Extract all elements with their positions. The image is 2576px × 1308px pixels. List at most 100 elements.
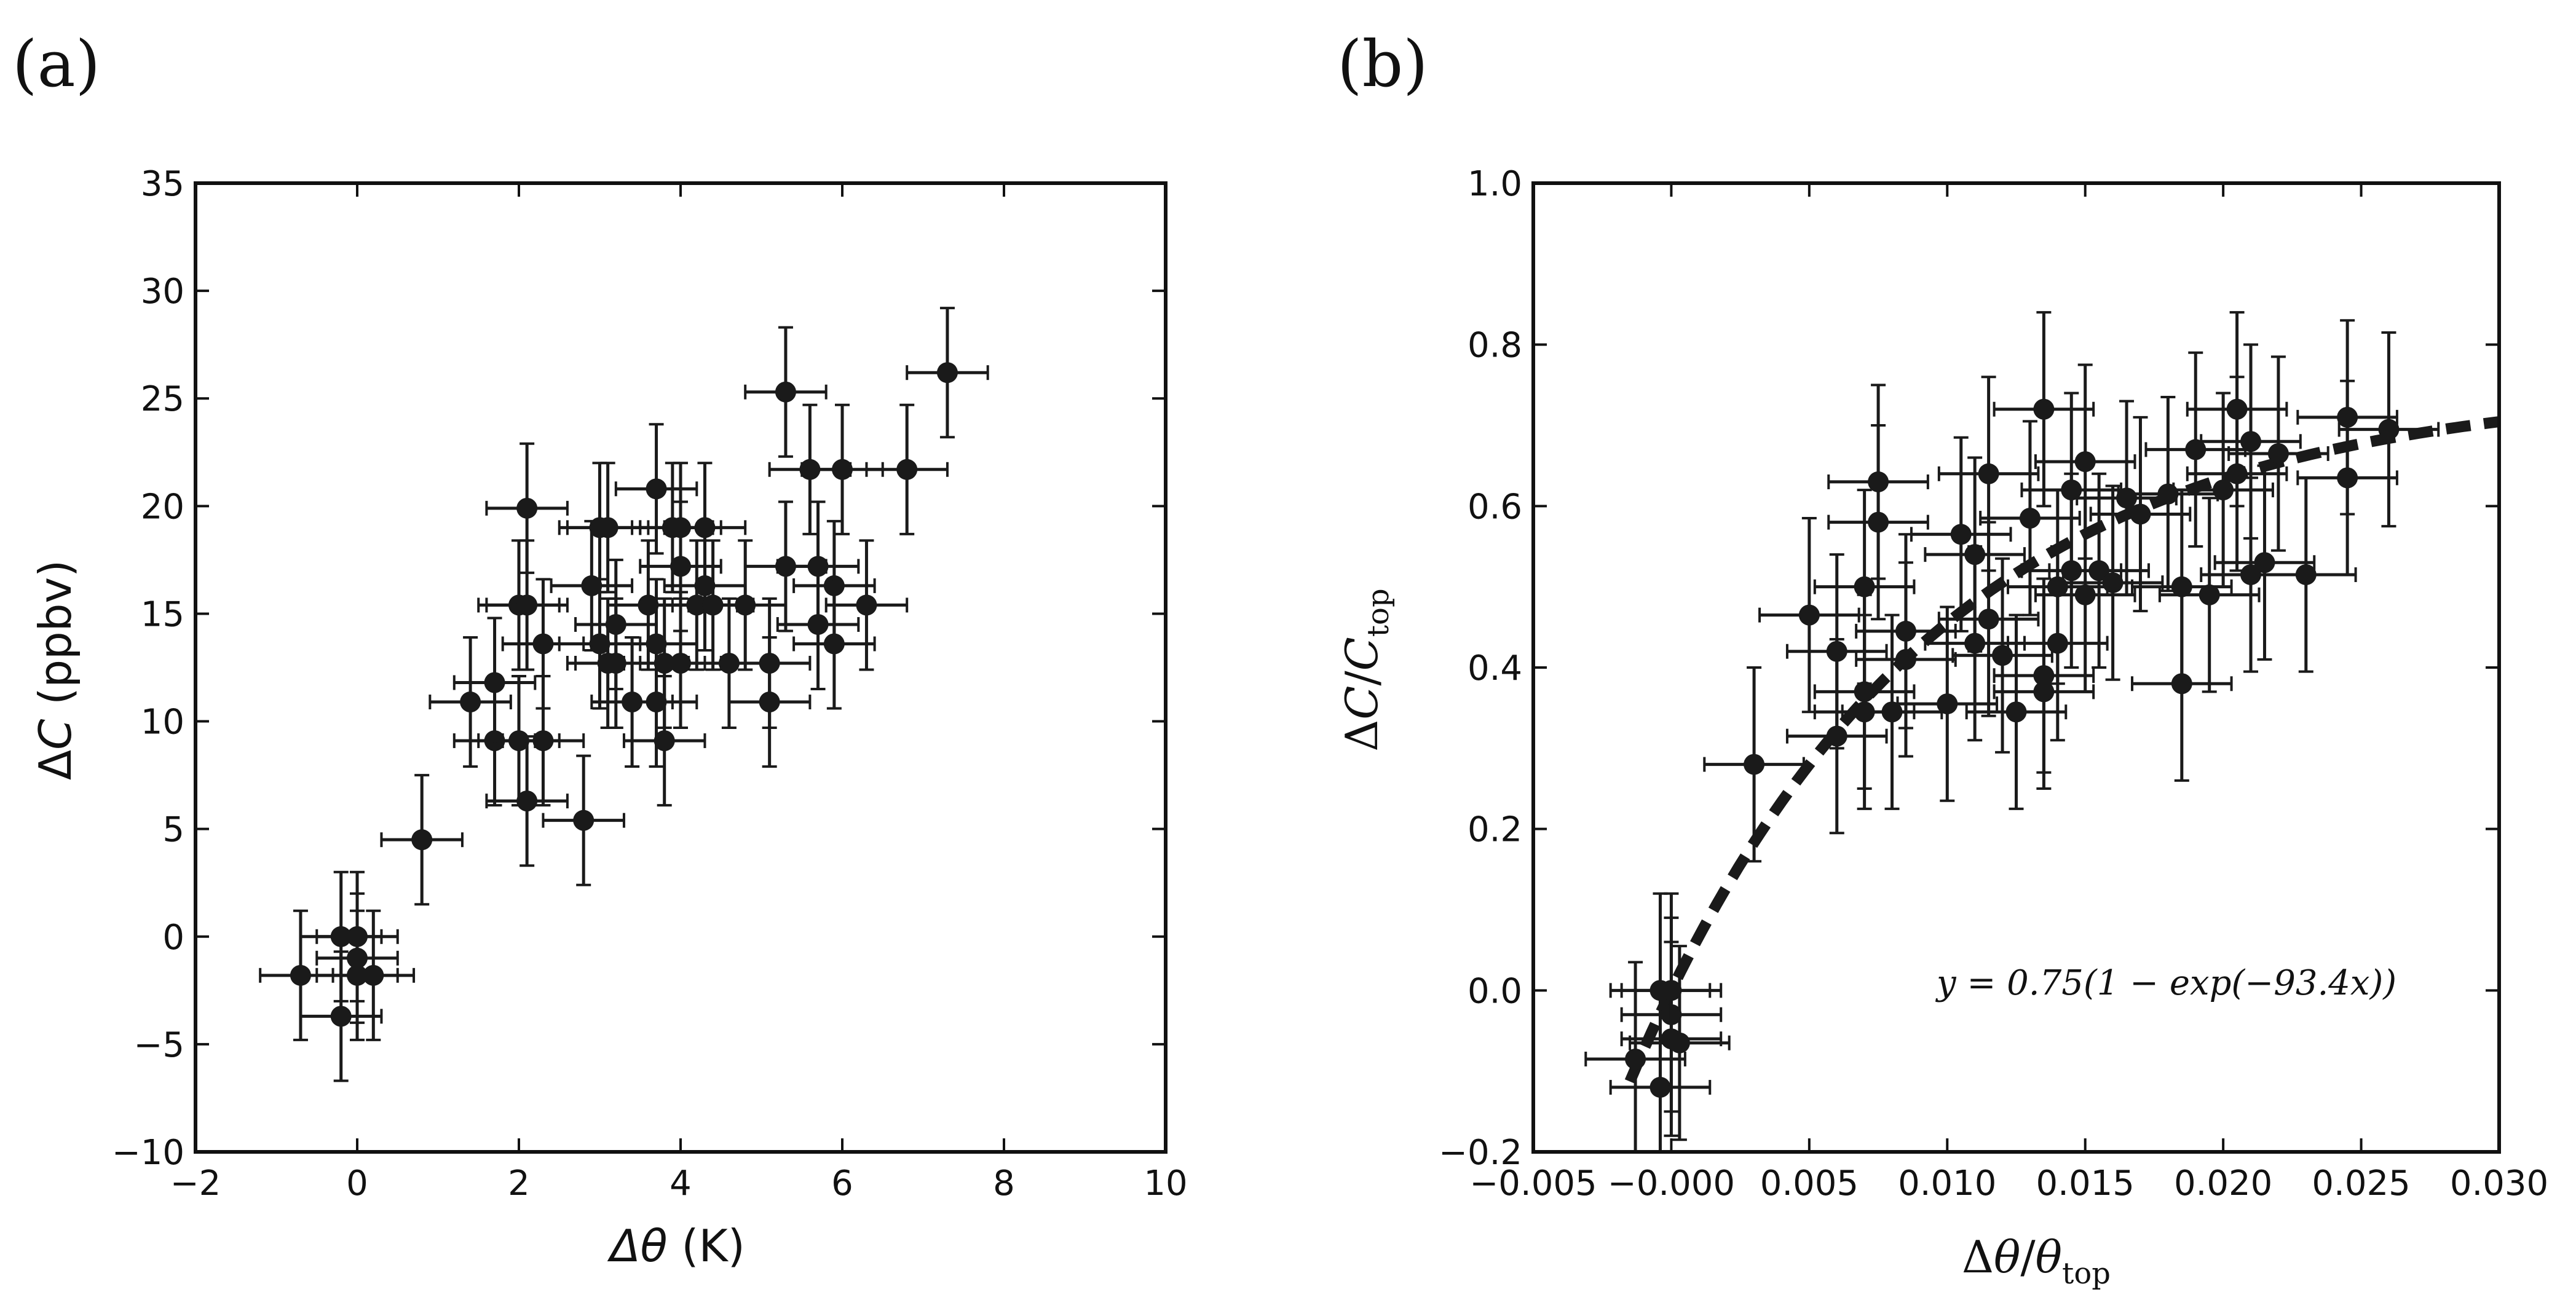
data-point (1584, 961, 1686, 1152)
scatter-marker (1661, 980, 1682, 1001)
panel-b-x-axis-label: Δθ/θtop (1962, 1231, 2111, 1291)
x-tick-label: 10 (1144, 1164, 1187, 1204)
data-point (550, 519, 634, 652)
panel-a-label: (a) (12, 26, 100, 101)
y-tick-label: −5 (133, 1025, 184, 1065)
data-point (2296, 319, 2398, 516)
data-point (1896, 605, 1999, 802)
data-point (792, 578, 876, 710)
y-tick-label: −10 (112, 1133, 184, 1173)
x-tick-label: 0.030 (2450, 1164, 2548, 1204)
scatter-marker (832, 459, 853, 480)
scatter-marker (1992, 645, 2013, 666)
scatter-marker (1950, 524, 1972, 545)
panel-b-label: (b) (1337, 26, 1428, 101)
scatter-marker (775, 381, 796, 403)
data-point (744, 326, 828, 458)
data-point (1620, 892, 1723, 1089)
data-point (776, 558, 860, 691)
data-point (1841, 613, 1943, 810)
data-point (501, 578, 585, 710)
y-tick-label: −0.2 (1439, 1133, 1522, 1173)
x-tick-label: 0.015 (2036, 1164, 2135, 1204)
scatter-marker (1744, 754, 1765, 775)
panel-a-y-axis-label: ΔC (ppbv) (30, 560, 81, 780)
y-tick-label: 0.8 (1468, 326, 1522, 366)
data-point (727, 597, 812, 730)
y-tick-label: 0 (162, 918, 184, 958)
scatter-marker (532, 730, 554, 752)
x-tick-label: 0 (346, 1164, 368, 1204)
scatter-marker (2088, 560, 2110, 581)
x-tick-label: 0.005 (1760, 1164, 1859, 1204)
data-point (2337, 331, 2440, 528)
data-layer (259, 307, 989, 1082)
scatter-marker (573, 810, 595, 831)
data-point (622, 675, 706, 807)
scatter-marker (646, 691, 667, 713)
fit-equation-label: y = 0.75(1 − exp(−93.4x)) (1935, 963, 2396, 1003)
scatter-marker (2074, 584, 2096, 605)
data-point (800, 403, 884, 535)
scatter-marker (2267, 443, 2289, 464)
data-point (2034, 363, 2136, 560)
x-tick-label: 6 (831, 1164, 853, 1204)
panel-b: (b) −0.005 −0.000 0.005 0.010 0.015 0.020 0.02… (1336, 26, 2548, 1291)
panel-b-y-axis-label: ΔC/Ctop (1336, 588, 1396, 751)
scatter-marker (363, 964, 384, 986)
data-point (2048, 472, 2150, 669)
scatter-marker (2033, 398, 2055, 420)
scatter-marker (2226, 463, 2248, 484)
x-tick-label: 4 (670, 1164, 692, 1204)
data-point (1993, 593, 2095, 790)
y-tick-label: 10 (141, 703, 184, 743)
data-point (614, 636, 698, 768)
data-point (331, 909, 416, 1041)
data-point (2158, 497, 2261, 693)
data-point (1910, 436, 2012, 632)
scatter-marker (1978, 463, 1999, 484)
scatter-marker (2074, 451, 2096, 473)
scatter-marker (532, 633, 554, 655)
scatter-marker (735, 594, 756, 616)
y-tick-label: 30 (141, 272, 184, 312)
y-tick-label: 35 (141, 164, 184, 204)
data-point (1979, 420, 2081, 617)
x-tick-label: −0.005 (1469, 1164, 1597, 1204)
scatter-marker (896, 459, 918, 480)
data-point (2089, 416, 2192, 613)
scatter-marker (856, 594, 877, 616)
x-tick-label: 2 (508, 1164, 530, 1204)
x-tick-label: −2 (170, 1164, 221, 1204)
scatter-marker (807, 613, 829, 635)
data-point (1629, 945, 1731, 1141)
x-tick-label: 0.010 (1898, 1164, 1996, 1204)
x-tick-label: 0.020 (2174, 1164, 2272, 1204)
scatter-marker (759, 652, 780, 674)
data-point (2007, 545, 2109, 742)
scatter-marker (2295, 564, 2317, 585)
panel-b-plot-area: −0.005 −0.000 0.005 0.010 0.015 0.020 0.025 0.0… (1439, 164, 2548, 1204)
data-point (452, 617, 537, 749)
data-point (485, 735, 569, 867)
scatter-marker (1868, 471, 1889, 492)
scatter-marker (823, 633, 845, 655)
scatter-marker (1854, 576, 1875, 597)
x-tick-label: 0.025 (2312, 1164, 2410, 1204)
scatter-marker (646, 478, 667, 500)
scatter-marker (2130, 503, 2151, 525)
scatter-marker (670, 652, 691, 674)
data-point (1703, 666, 1805, 863)
scatter-marker (581, 575, 603, 596)
scatter-marker (1854, 681, 1875, 703)
data-point (1609, 989, 1712, 1152)
data-point (614, 423, 698, 555)
data-point (865, 403, 949, 535)
panel-a-x-axis-label: Δθ (K) (607, 1220, 745, 1272)
scatter-marker (411, 829, 433, 851)
data-point (380, 774, 464, 906)
scatter-marker (694, 517, 716, 538)
scatter-marker (670, 556, 691, 577)
data-point (663, 462, 747, 594)
data-layer (1584, 311, 2499, 1152)
